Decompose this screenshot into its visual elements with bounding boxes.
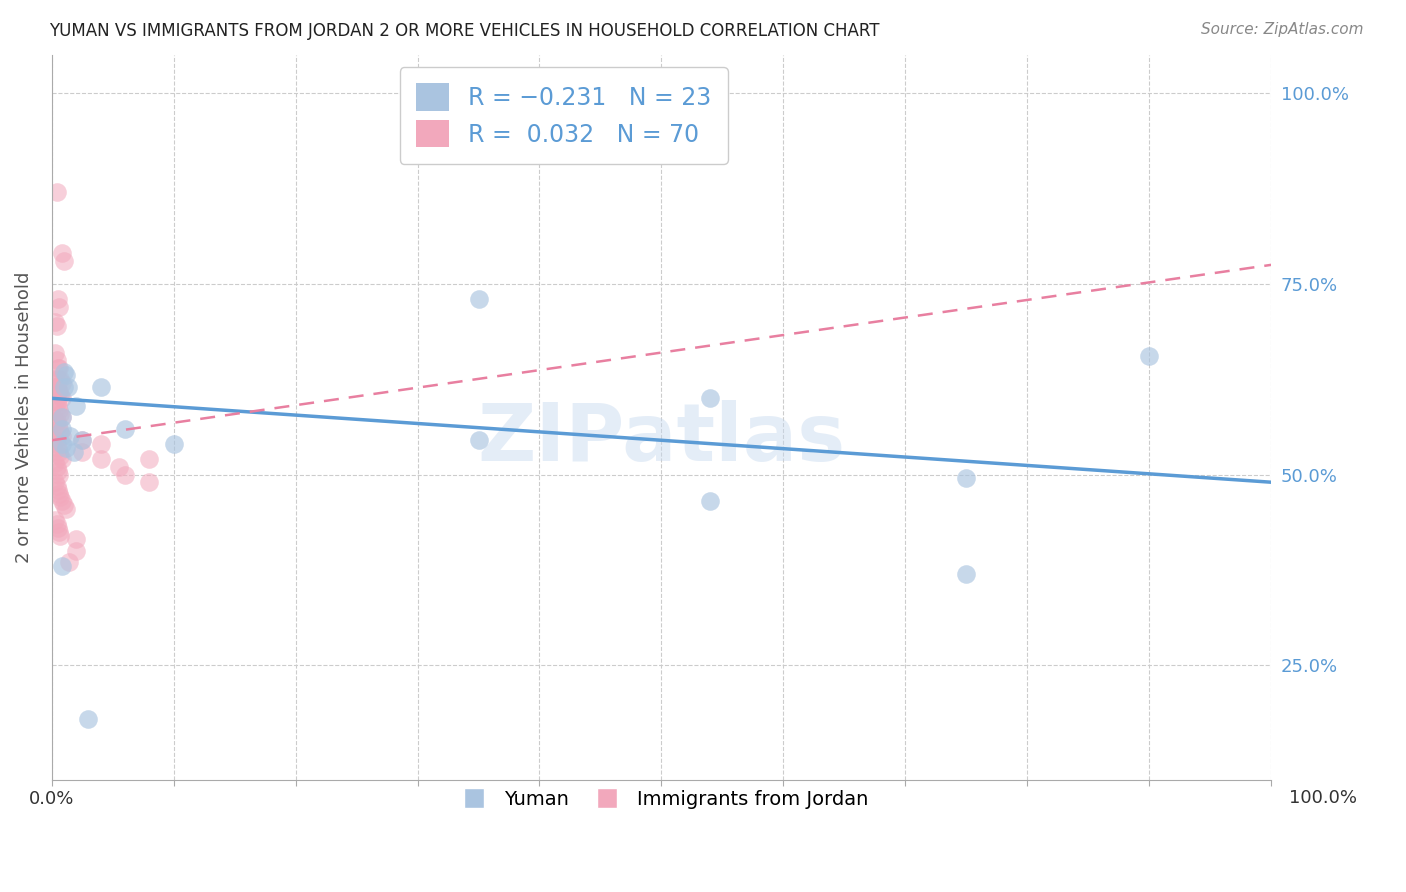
Point: [45, 437, 67, 451]
Point: [51, 410, 73, 425]
Point: [49, 372, 72, 386]
Point: [45, 318, 67, 333]
Point: [46, 372, 69, 386]
Point: [65, 544, 87, 558]
Point: [58, 555, 80, 569]
Point: [51, 246, 73, 260]
Text: 100.0%: 100.0%: [1289, 789, 1357, 807]
Point: [52, 498, 75, 512]
Point: [46, 292, 69, 306]
Text: Source: ZipAtlas.com: Source: ZipAtlas.com: [1201, 22, 1364, 37]
Point: [45, 479, 67, 493]
Point: [46, 483, 69, 497]
Point: [46, 360, 69, 375]
Point: [699, 392, 721, 406]
Point: [55, 368, 77, 383]
Point: [65, 533, 87, 547]
Point: [46, 441, 69, 455]
Point: [46, 417, 69, 432]
Point: [77, 712, 100, 726]
Point: [55, 502, 77, 516]
Point: [46, 464, 69, 478]
Legend: Yuman, Immigrants from Jordan: Yuman, Immigrants from Jordan: [447, 782, 876, 817]
Point: [62, 444, 84, 458]
Point: [56, 380, 79, 394]
Point: [467, 434, 489, 448]
Text: YUMAN VS IMMIGRANTS FROM JORDAN 2 OR MORE VEHICLES IN HOUSEHOLD CORRELATION CHAR: YUMAN VS IMMIGRANTS FROM JORDAN 2 OR MOR…: [49, 22, 880, 40]
Point: [51, 494, 73, 508]
Point: [89, 380, 111, 394]
Point: [49, 491, 72, 505]
Point: [49, 387, 72, 401]
Point: [699, 494, 721, 508]
Point: [1137, 350, 1160, 364]
Point: [51, 410, 73, 425]
Point: [59, 429, 82, 443]
Point: [70, 444, 93, 458]
Point: [49, 528, 72, 542]
Point: [45, 395, 67, 409]
Point: [48, 422, 70, 436]
Point: [46, 521, 69, 535]
Point: [52, 380, 75, 394]
Point: [89, 452, 111, 467]
Point: [45, 517, 67, 532]
Point: [467, 292, 489, 306]
Point: [48, 402, 70, 417]
Point: [955, 471, 977, 485]
Point: [44, 513, 66, 527]
Point: [45, 414, 67, 428]
Point: [46, 399, 69, 413]
Point: [45, 353, 67, 368]
Point: [70, 434, 93, 448]
Point: [51, 392, 73, 406]
Point: [48, 360, 70, 375]
Point: [49, 407, 72, 421]
Point: [163, 437, 186, 451]
Point: [44, 372, 66, 386]
Point: [114, 467, 136, 482]
Text: ZIPatlas: ZIPatlas: [477, 401, 845, 478]
Point: [48, 467, 70, 482]
Point: [46, 384, 69, 398]
Point: [51, 429, 73, 443]
Point: [49, 425, 72, 440]
Point: [44, 315, 66, 329]
Point: [51, 376, 73, 390]
Point: [48, 524, 70, 539]
Y-axis label: 2 or more Vehicles in Household: 2 or more Vehicles in Household: [15, 272, 32, 563]
Point: [44, 345, 66, 359]
Point: [48, 384, 70, 398]
Point: [44, 475, 66, 490]
Point: [52, 254, 75, 268]
Point: [44, 414, 66, 428]
Point: [51, 422, 73, 436]
Point: [44, 456, 66, 470]
Point: [52, 365, 75, 379]
Point: [45, 380, 67, 394]
Point: [138, 475, 160, 490]
Point: [44, 395, 66, 409]
Point: [138, 452, 160, 467]
Point: [45, 186, 67, 200]
Point: [55, 441, 77, 455]
Point: [108, 459, 131, 474]
Point: [44, 434, 66, 448]
Point: [65, 399, 87, 413]
Point: [70, 434, 93, 448]
Point: [89, 437, 111, 451]
Point: [44, 380, 66, 394]
Point: [51, 559, 73, 574]
Point: [45, 459, 67, 474]
Point: [51, 437, 73, 451]
Point: [48, 486, 70, 500]
Point: [51, 452, 73, 467]
Point: [48, 300, 70, 314]
Point: [49, 449, 72, 463]
Point: [114, 422, 136, 436]
Point: [955, 566, 977, 581]
Point: [48, 444, 70, 458]
